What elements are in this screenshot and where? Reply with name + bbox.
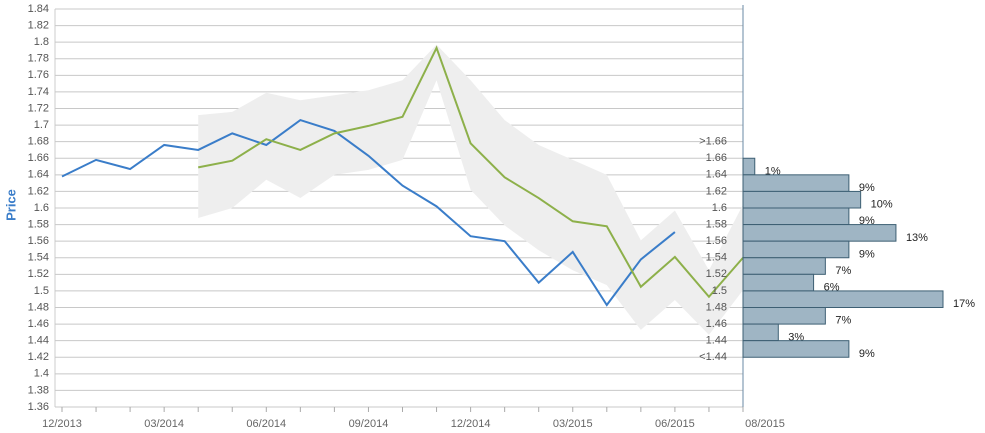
hist-tick-label: 1.6	[712, 202, 727, 214]
hist-value-label: 9%	[859, 182, 875, 194]
hist-bar	[742, 190, 862, 209]
y-tick-label: 1.6	[34, 202, 49, 214]
y-tick-label: 1.4	[34, 368, 49, 380]
series-line	[61, 119, 676, 307]
hist-bar	[742, 273, 815, 292]
x-tick-label: 12/2013	[42, 418, 82, 430]
y-tick-label: 1.74	[28, 86, 49, 98]
series-line	[198, 45, 744, 299]
hist-bar	[742, 240, 850, 259]
y-tick-label: 1.64	[28, 169, 49, 181]
hist-tick-label: <1.44	[699, 351, 727, 363]
hist-bar	[742, 257, 826, 275]
y-tick-label: 1.82	[28, 19, 49, 31]
y-tick-label: 1.68	[28, 136, 49, 148]
y-tick-label: 1.38	[28, 384, 49, 396]
y-tick-label: 1.36	[28, 401, 49, 413]
hist-tick-label: 1.52	[706, 268, 727, 280]
y-tick-label: 1.5	[34, 285, 49, 297]
hist-value-label: 10%	[871, 199, 893, 211]
x-tick-label: 06/2015	[655, 418, 695, 430]
hist-tick-label: 1.58	[706, 218, 727, 230]
hist-value-label: 7%	[835, 265, 851, 277]
hist-value-label: 7%	[835, 315, 851, 327]
hist-bar	[742, 290, 944, 308]
x-tick-label: 03/2015	[553, 418, 593, 430]
hist-bar	[742, 307, 826, 325]
x-tick-label: 12/2014	[451, 418, 491, 430]
hist-bar	[742, 174, 850, 192]
y-tick-label: 1.62	[28, 185, 49, 197]
hist-bar	[742, 157, 756, 176]
y-tick-label: 1.84	[28, 3, 49, 15]
y-tick-label: 1.52	[28, 268, 49, 280]
hist-tick-label: 1.54	[706, 252, 727, 264]
y-tick-label: 1.7	[34, 119, 49, 131]
y-tick-label: 1.44	[28, 335, 49, 347]
hist-bar	[742, 224, 897, 242]
y-tick-label: 1.42	[28, 351, 49, 363]
hist-tick-label: 1.46	[706, 318, 727, 330]
y-tick-label: 1.78	[28, 53, 49, 65]
y-tick-label: 1.66	[28, 152, 49, 164]
x-tick-label: 08/2015	[745, 418, 785, 430]
hist-bar	[742, 207, 850, 226]
y-tick-label: 1.48	[28, 301, 49, 313]
hist-tick-label: >1.66	[699, 136, 727, 148]
hist-value-label: 9%	[859, 348, 875, 360]
y-tick-label: 1.72	[28, 102, 49, 114]
hist-bar	[742, 340, 850, 358]
x-tick-label: 09/2014	[349, 418, 389, 430]
hist-tick-label: 1.44	[706, 335, 727, 347]
hist-value-label: 17%	[953, 298, 975, 310]
y-tick-label: 1.76	[28, 69, 49, 81]
x-tick-label: 06/2014	[246, 418, 286, 430]
hist-value-label: 9%	[859, 248, 875, 260]
y-tick-label: 1.58	[28, 218, 49, 230]
hist-tick-label: 1.62	[706, 185, 727, 197]
hist-value-label: 13%	[906, 232, 928, 244]
range-band	[198, 44, 743, 335]
hist-bar	[742, 323, 779, 342]
hist-tick-label: 1.5	[712, 285, 727, 297]
y-tick-label: 1.8	[34, 36, 49, 48]
hist-tick-label: 1.66	[706, 152, 727, 164]
hist-tick-label: 1.56	[706, 235, 727, 247]
y-tick-label: 1.56	[28, 235, 49, 247]
y-tick-label: 1.46	[28, 318, 49, 330]
y-axis-label: Price	[3, 189, 18, 221]
x-tick-label: 03/2014	[144, 418, 184, 430]
y-tick-label: 1.54	[28, 252, 49, 264]
hist-tick-label: 1.48	[706, 301, 727, 313]
hist-tick-label: 1.64	[706, 169, 727, 181]
